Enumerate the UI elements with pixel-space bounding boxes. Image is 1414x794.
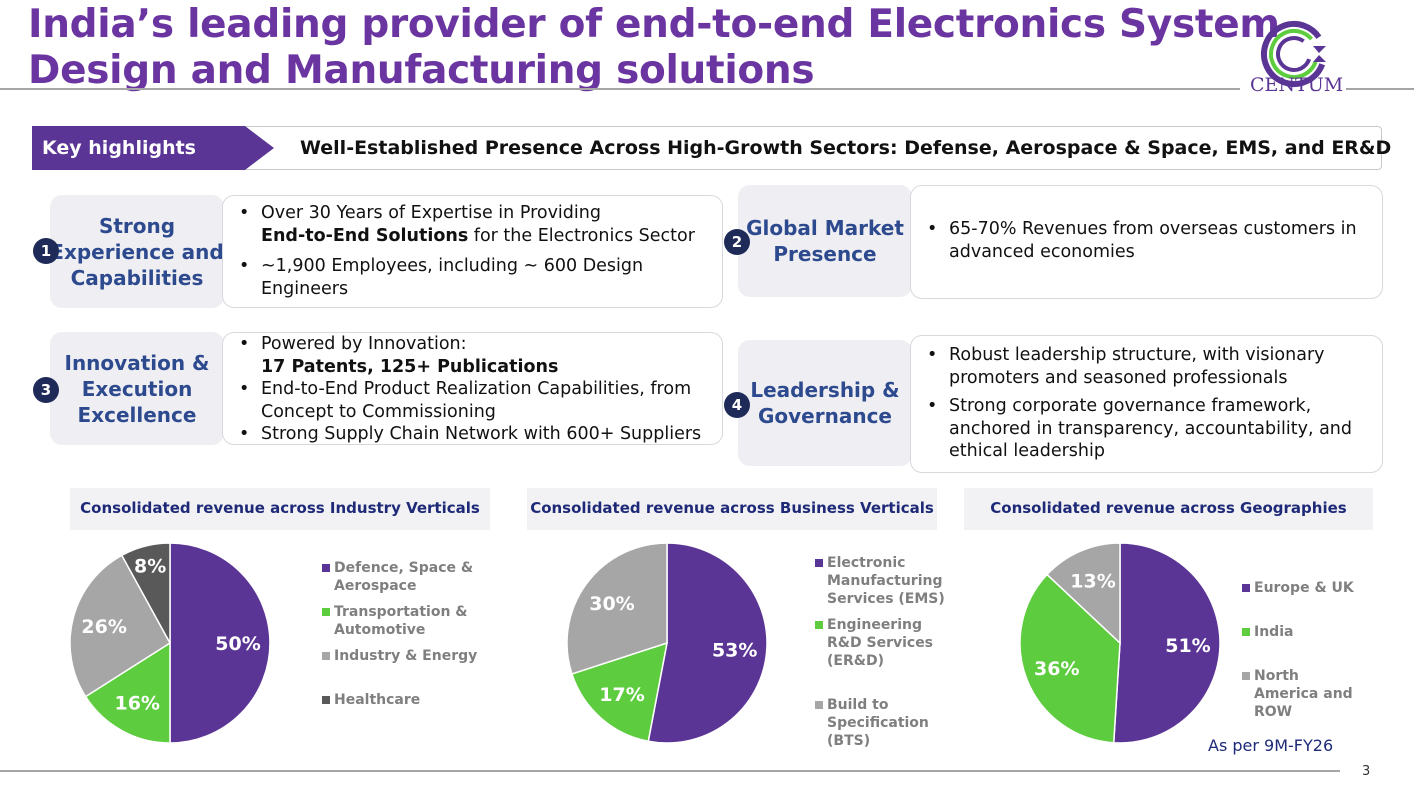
legend-swatch <box>1242 628 1250 636</box>
legend-swatch <box>815 701 823 709</box>
logo-text: CENTUM <box>1250 74 1344 96</box>
legend-swatch <box>322 652 330 660</box>
pie-slice <box>570 641 668 743</box>
legend-swatch <box>1242 584 1250 592</box>
pie-data-label: 8% <box>134 556 166 578</box>
pie-slice <box>169 542 271 744</box>
title-line-1: India’s leading provider of end-to-end E… <box>28 2 1280 47</box>
bullet: ~1,900 Employees, including ~ 600 Design… <box>237 255 712 300</box>
highlight-label: Leadership & Governance <box>738 340 912 466</box>
pie-data-label: 36% <box>1034 658 1079 680</box>
bullet-emphasis: 17 Patents, 125+ Publications <box>261 356 559 377</box>
chart-title: Consolidated revenue across Geographies <box>964 488 1373 530</box>
pie-chart-geographies: 51% 36% 13% <box>1019 542 1221 744</box>
bullet: Over 30 Years of Expertise in ProvidingE… <box>237 202 712 247</box>
highlight-label: Global Market Presence <box>738 185 912 297</box>
pie-data-label: 17% <box>599 684 644 706</box>
highlight-label: Strong Experience and Capabilities <box>50 195 224 308</box>
pie-slice <box>69 554 171 698</box>
number-badge: 2 <box>724 229 750 255</box>
chart-title: Consolidated revenue across Industry Ver… <box>70 488 490 530</box>
highlight-bullets: Powered by Innovation: 17 Patents, 125+ … <box>222 332 723 445</box>
slide-title: India’s leading provider of end-to-end E… <box>28 2 1280 94</box>
pie-slice <box>566 542 668 675</box>
pie-chart-business: 53% 17% 30% <box>566 542 768 744</box>
footnote: As per 9M-FY26 <box>1208 736 1334 755</box>
banner-text: Well-Established Presence Across High-Gr… <box>300 137 1392 159</box>
title-line-2: Design and Manufacturing solutions <box>28 48 815 93</box>
legend-item: Engineering R&D Services (ER&D) <box>815 616 945 670</box>
bullet: Strong corporate governance framework, a… <box>925 395 1372 463</box>
bullet: 65-70% Revenues from overseas customers … <box>925 218 1372 263</box>
number-badge: 4 <box>724 392 750 418</box>
divider <box>1346 88 1414 90</box>
pie-slice <box>120 542 171 644</box>
pie-data-label: 50% <box>215 633 260 655</box>
pie-data-label: 16% <box>114 693 159 715</box>
legend-swatch <box>1242 672 1250 680</box>
pie-data-label: 51% <box>1165 635 1210 657</box>
pie-data-label: 13% <box>1070 571 1115 593</box>
highlight-bullets: Robust leadership structure, with vision… <box>910 335 1383 473</box>
key-highlights-label: Key highlights <box>32 126 274 170</box>
legend-item: Healthcare <box>322 691 482 709</box>
legend-item: North America and ROW <box>1242 667 1367 721</box>
legend-item: Europe & UK <box>1242 579 1367 597</box>
legend-item: Build to Specification (BTS) <box>815 696 945 750</box>
pie-data-label: 53% <box>712 639 757 661</box>
page-number: 3 <box>1362 764 1371 779</box>
footer-divider <box>0 770 1340 772</box>
pie-slice <box>1019 573 1121 744</box>
bullet: Strong Supply Chain Network with 600+ Su… <box>237 423 712 446</box>
centum-logo-icon <box>1261 21 1327 87</box>
legend-swatch <box>322 608 330 616</box>
bullet: Powered by Innovation: <box>237 333 712 356</box>
legend-item: Transportation & Automotive <box>322 603 482 639</box>
pie-data-label: 26% <box>81 616 126 638</box>
pie-slice <box>647 542 768 744</box>
bullet: End-to-End Product Realization Capabilit… <box>237 378 712 423</box>
pie-slice <box>1112 542 1221 744</box>
legend-item: Industry & Energy <box>322 647 482 665</box>
legend: Europe & UK India North America and ROW <box>1242 579 1367 721</box>
legend-item: India <box>1242 623 1367 641</box>
pie-chart-industry: 50% 16% 26% 8% <box>69 542 271 744</box>
legend-item: Defence, Space & Aerospace <box>322 559 482 595</box>
divider <box>0 88 1240 90</box>
legend-swatch <box>815 559 823 567</box>
legend-item: Electronic Manufacturing Services (EMS) <box>815 554 945 608</box>
legend-swatch <box>322 564 330 572</box>
legend-swatch <box>815 621 823 629</box>
bullet: Robust leadership structure, with vision… <box>925 344 1372 389</box>
legend: Electronic Manufacturing Services (EMS) … <box>815 554 945 750</box>
chart-title: Consolidated revenue across Business Ver… <box>527 488 937 530</box>
highlight-label: Innovation & Execution Excellence <box>50 332 224 445</box>
pie-data-label: 30% <box>589 593 634 615</box>
legend-swatch <box>322 696 330 704</box>
highlight-bullets: Over 30 Years of Expertise in ProvidingE… <box>222 195 723 308</box>
pie-slice <box>84 641 171 744</box>
highlight-bullets: 65-70% Revenues from overseas customers … <box>910 185 1383 299</box>
number-badge: 3 <box>33 377 59 403</box>
legend: Defence, Space & Aerospace Transportatio… <box>322 559 482 709</box>
pie-slice <box>1046 542 1121 645</box>
number-badge: 1 <box>33 238 59 264</box>
